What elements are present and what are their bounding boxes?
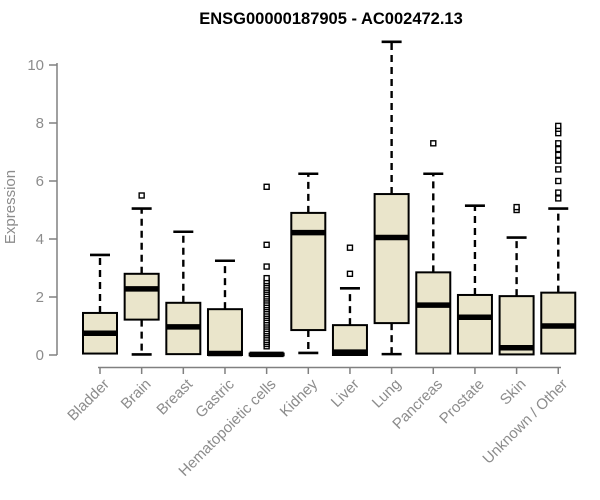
iqr-box	[498, 295, 535, 356]
outlier-point	[555, 145, 562, 153]
y-tick-label-4: 4	[36, 231, 44, 248]
outlier-point	[555, 195, 562, 202]
x-category-label-breast: Breast	[153, 375, 196, 418]
outlier-point	[555, 157, 562, 164]
outlier-point	[555, 151, 562, 159]
outlier-point	[513, 203, 520, 211]
boxplot-prostate	[456, 204, 493, 355]
boxplot-gastric	[206, 259, 243, 357]
outlier-point	[555, 177, 562, 185]
outlier-point	[555, 189, 562, 196]
boxplot-pancreas	[415, 140, 452, 355]
x-category-label-kidney: Kidney	[277, 375, 322, 420]
boxplot-unknown-other	[540, 122, 577, 355]
y-tick-label-10: 10	[27, 57, 44, 74]
x-category-label-liver: Liver	[328, 376, 363, 411]
y-axis-title: Expression	[2, 170, 19, 244]
outlier-point	[430, 140, 437, 147]
outlier-point	[263, 183, 270, 191]
x-category-label-brain: Brain	[118, 376, 155, 413]
iqr-box	[373, 193, 410, 325]
x-category-label-prostate: Prostate	[436, 376, 488, 428]
outlier-point	[346, 270, 354, 277]
outlier-point	[346, 244, 354, 251]
iqr-box	[415, 271, 452, 355]
boxplot-brain	[123, 192, 160, 356]
y-tick-label-6: 6	[36, 173, 44, 190]
x-category-label-bladder: Bladder	[64, 376, 113, 425]
outlier-point	[263, 241, 270, 249]
boxplot-bladder	[82, 253, 118, 355]
outlier-point	[138, 192, 145, 199]
iqr-box	[456, 293, 493, 355]
outlier-point	[555, 140, 562, 147]
boxplot-liver	[331, 244, 368, 357]
y-tick-label-8: 8	[36, 115, 44, 132]
outlier-point	[263, 263, 270, 270]
y-tick-label-2: 2	[36, 289, 44, 306]
boxplot-hematopoietic-cells	[248, 183, 285, 358]
outlier-point	[555, 166, 562, 173]
y-tick-label-0: 0	[36, 347, 44, 364]
iqr-box	[123, 272, 160, 321]
outlier-point	[555, 122, 562, 130]
boxplot-skin	[498, 203, 535, 356]
iqr-box	[206, 308, 243, 356]
x-category-label-lung: Lung	[369, 376, 405, 412]
x-category-label-skin: Skin	[497, 376, 530, 409]
chart-title: ENSG00000187905 - AC002472.13	[199, 10, 463, 28]
boxplot-lung	[373, 40, 410, 356]
outlier-point	[263, 274, 270, 282]
boxplot-breast	[165, 230, 202, 356]
boxplot-kidney	[290, 172, 327, 355]
iqr-box	[540, 291, 577, 355]
